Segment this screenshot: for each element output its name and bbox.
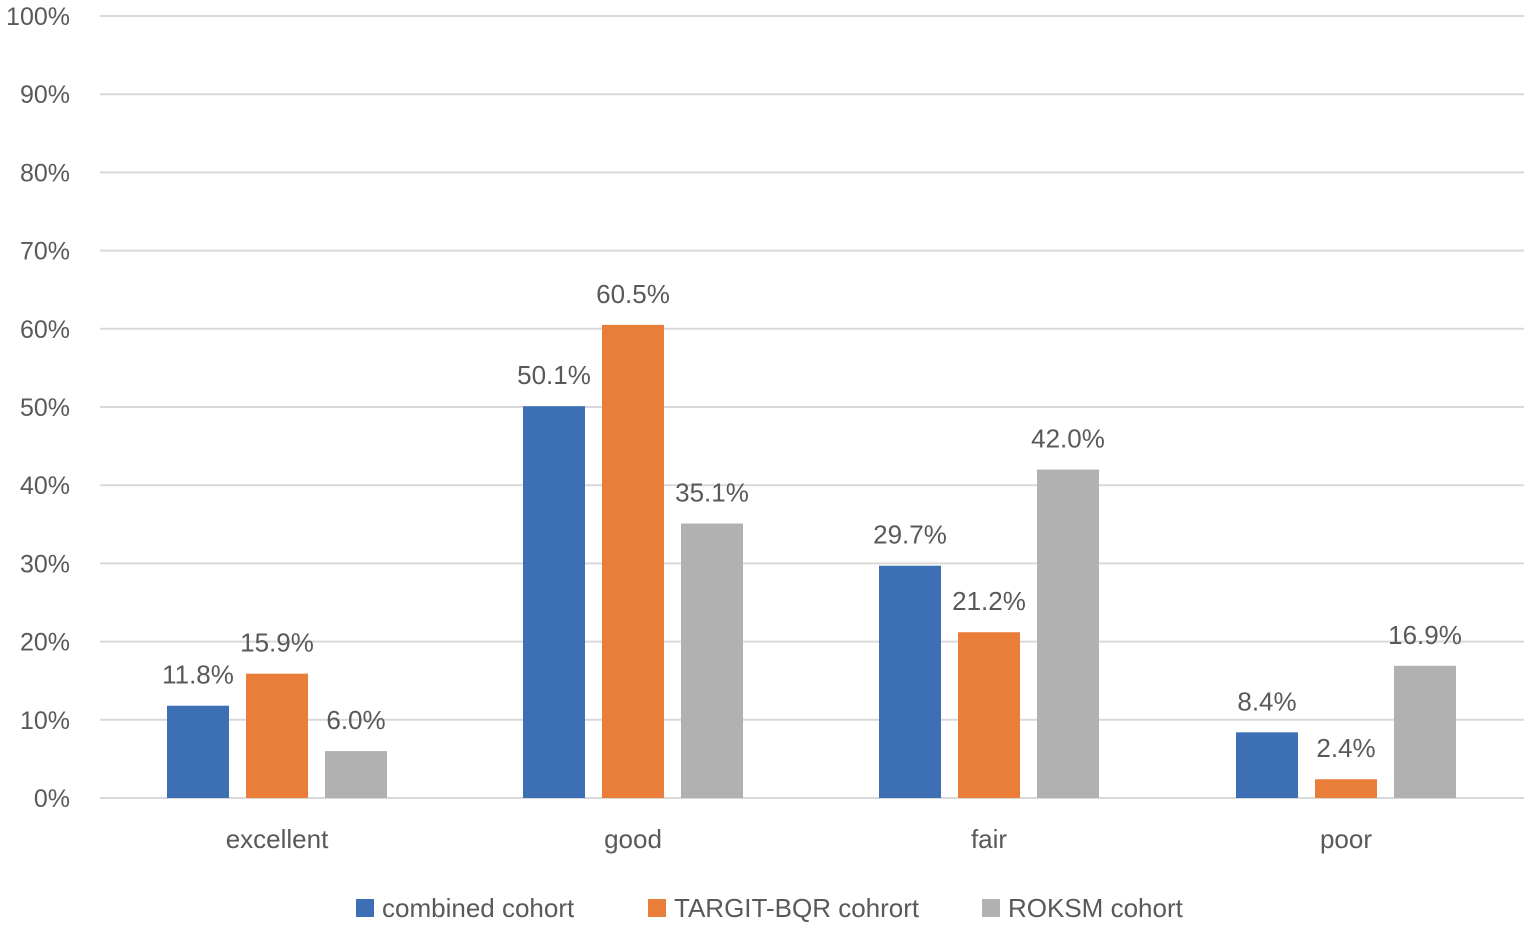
y-tick-label: 30%: [20, 550, 70, 578]
x-category-label-excellent: excellent: [226, 824, 329, 854]
data-label-poor-series-0: 8.4%: [1237, 686, 1296, 716]
legend-label-series-1: TARGIT-BQR cohrort: [674, 893, 920, 923]
data-label-excellent-series-2: 6.0%: [326, 705, 385, 735]
bars: [167, 324, 1456, 798]
legend-swatch-series-0: [356, 899, 374, 917]
data-label-fair-series-1: 21.2%: [952, 586, 1026, 616]
bar-fair-series-0: [879, 565, 941, 798]
bar-good-series-1: [602, 324, 664, 798]
legend-swatch-series-1: [648, 899, 666, 917]
y-tick-label: 70%: [20, 238, 70, 266]
data-label-excellent-series-1: 15.9%: [240, 628, 314, 658]
bar-excellent-series-0: [167, 705, 229, 798]
bar-good-series-2: [681, 523, 743, 798]
x-category-label-poor: poor: [1320, 824, 1372, 854]
bar-poor-series-1: [1315, 779, 1377, 798]
y-axis: 0% 10% 20% 30% 40% 50% 60% 70% 80% 90% 100%: [6, 3, 70, 813]
bar-fair-series-2: [1037, 469, 1099, 798]
y-tick-label: 40%: [20, 472, 70, 500]
data-label-good-series-2: 35.1%: [675, 478, 749, 508]
legend-swatch-series-2: [982, 899, 1000, 917]
data-label-poor-series-2: 16.9%: [1388, 620, 1462, 650]
y-tick-label: 90%: [20, 81, 70, 109]
data-labels: 11.8%15.9% 6.0% 50.1% 60.5% 35.1% 29.7% 21.2% 4…: [162, 279, 1462, 763]
y-tick-label: 0%: [34, 785, 70, 813]
y-tick-label: 20%: [20, 629, 70, 657]
y-tick-label: 50%: [20, 394, 70, 422]
bar-poor-series-2: [1394, 665, 1456, 798]
bar-poor-series-0: [1236, 732, 1298, 798]
legend: combined cohort TARGIT-BQR cohrort ROKSM c…: [356, 893, 1184, 923]
bar-fair-series-1: [958, 632, 1020, 798]
data-label-good-series-0: 50.1%: [517, 360, 591, 390]
x-category-label-good: good: [604, 824, 662, 854]
legend-label-series-0: combined cohort: [382, 893, 575, 923]
y-tick-label: 60%: [20, 316, 70, 344]
bar-excellent-series-1: [246, 673, 308, 798]
data-label-good-series-1: 60.5%: [596, 279, 670, 309]
data-label-fair-series-2: 42.0%: [1031, 424, 1105, 454]
y-tick-label: 100%: [6, 3, 70, 31]
bar-excellent-series-2: [325, 751, 387, 798]
y-tick-label: 80%: [20, 159, 70, 187]
bar-good-series-0: [523, 406, 585, 798]
x-category-label-fair: fair: [971, 824, 1007, 854]
data-label-fair-series-0: 29.7%: [873, 520, 947, 550]
gridlines: [100, 15, 1524, 799]
x-axis: excellent good fair poor: [226, 824, 1373, 854]
y-tick-label: 10%: [20, 707, 70, 735]
data-label-poor-series-1: 2.4%: [1316, 733, 1375, 763]
legend-label-series-2: ROKSM cohort: [1008, 893, 1184, 923]
data-label-excellent-series-0: 11.8%: [162, 660, 234, 690]
